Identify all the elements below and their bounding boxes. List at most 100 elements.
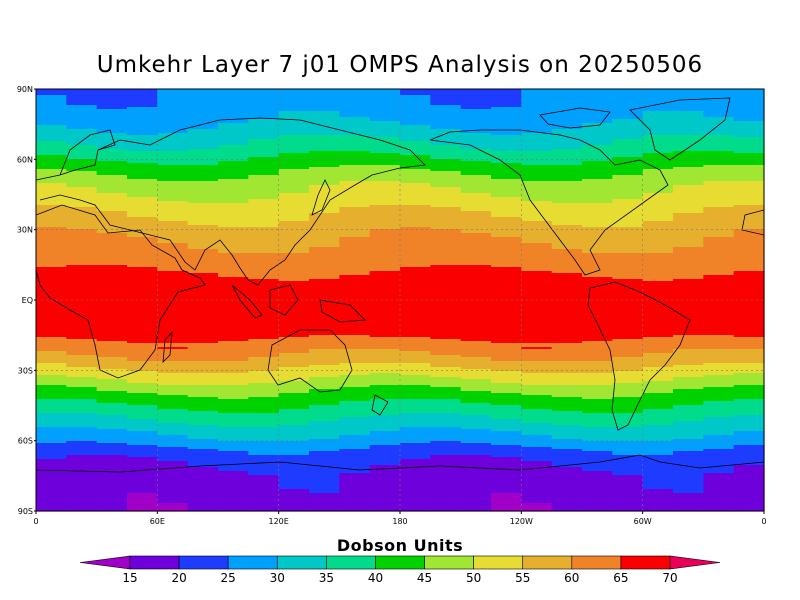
field-cell <box>127 115 158 118</box>
field-cell <box>582 303 613 306</box>
field-cell <box>400 399 431 402</box>
field-cell <box>642 293 674 296</box>
field-cell <box>36 335 67 338</box>
field-cell <box>218 103 249 106</box>
field-cell <box>309 147 340 150</box>
field-cell <box>551 431 583 434</box>
field-cell <box>521 501 553 504</box>
field-cell <box>612 199 644 202</box>
field-cell <box>673 401 704 404</box>
field-cell <box>642 357 674 360</box>
field-cell <box>491 377 522 380</box>
field-cell <box>551 313 583 316</box>
field-cell <box>460 117 492 120</box>
field-cell <box>582 279 613 282</box>
field-cell <box>673 277 704 280</box>
field-cell <box>521 427 553 430</box>
field-cell <box>36 189 67 192</box>
field-cell <box>642 383 674 386</box>
field-cell <box>612 255 644 258</box>
field-cell <box>642 201 674 204</box>
field-cell <box>430 197 462 200</box>
field-cell <box>96 485 128 488</box>
field-cell <box>400 151 431 154</box>
field-cell <box>733 495 765 498</box>
field-cell <box>673 461 704 464</box>
field-cell <box>96 285 128 288</box>
field-cell <box>551 261 583 264</box>
field-cell <box>157 205 189 208</box>
field-cell <box>278 123 310 126</box>
field-cell <box>612 407 644 410</box>
field-cell <box>339 209 371 212</box>
field-cell <box>460 357 492 360</box>
field-cell <box>36 93 67 96</box>
field-cell <box>309 233 340 236</box>
field-cell <box>218 225 249 228</box>
field-cell <box>66 273 98 276</box>
field-cell <box>400 469 431 472</box>
field-cell <box>66 387 98 390</box>
field-cell <box>248 415 280 418</box>
field-cell <box>187 353 219 356</box>
field-cell <box>642 409 674 412</box>
field-cell <box>218 177 249 180</box>
field-cell <box>491 431 522 434</box>
field-cell <box>400 447 431 450</box>
field-cell <box>218 499 249 502</box>
field-cell <box>218 401 249 404</box>
field-cell <box>36 301 67 304</box>
field-cell <box>157 261 189 264</box>
field-cell <box>339 255 371 258</box>
field-cell <box>733 259 765 262</box>
field-cell <box>430 469 462 472</box>
field-cell <box>551 191 583 194</box>
field-cell <box>127 111 158 114</box>
field-cell <box>278 213 310 216</box>
field-cell <box>642 471 674 474</box>
field-cell <box>157 365 189 368</box>
field-cell <box>521 377 553 380</box>
field-cell <box>460 191 492 194</box>
field-cell <box>612 203 644 206</box>
field-cell <box>582 327 613 330</box>
field-cell <box>551 477 583 480</box>
field-cell <box>612 165 644 168</box>
field-cell <box>96 275 128 278</box>
field-cell <box>339 245 371 248</box>
field-cell <box>491 261 522 264</box>
field-cell <box>612 157 644 160</box>
field-cell <box>157 235 189 238</box>
field-cell <box>218 487 249 490</box>
field-cell <box>642 285 674 288</box>
field-cell <box>733 311 765 314</box>
field-cell <box>157 199 189 202</box>
field-cell <box>612 215 644 218</box>
field-cell <box>430 157 462 160</box>
field-cell <box>430 189 462 192</box>
field-cell <box>642 261 674 264</box>
field-cell <box>400 169 431 172</box>
field-cell <box>127 209 158 212</box>
field-cell <box>96 423 128 426</box>
field-cell <box>521 213 553 216</box>
field-cell <box>369 197 401 200</box>
field-cell <box>369 229 401 232</box>
field-cell <box>96 255 128 258</box>
field-cell <box>673 93 704 96</box>
field-cell <box>339 445 371 448</box>
field-cell <box>309 117 340 120</box>
field-cell <box>36 265 67 268</box>
field-cell <box>218 185 249 188</box>
field-cell <box>309 503 340 506</box>
field-cell <box>339 91 371 94</box>
field-cell <box>460 373 492 376</box>
field-cell <box>733 457 765 460</box>
field-cell <box>612 335 644 338</box>
field-cell <box>96 103 128 106</box>
field-cell <box>187 357 219 360</box>
field-cell <box>248 355 280 358</box>
field-cell <box>430 249 462 252</box>
field-cell <box>703 273 735 276</box>
field-cell <box>430 359 462 362</box>
